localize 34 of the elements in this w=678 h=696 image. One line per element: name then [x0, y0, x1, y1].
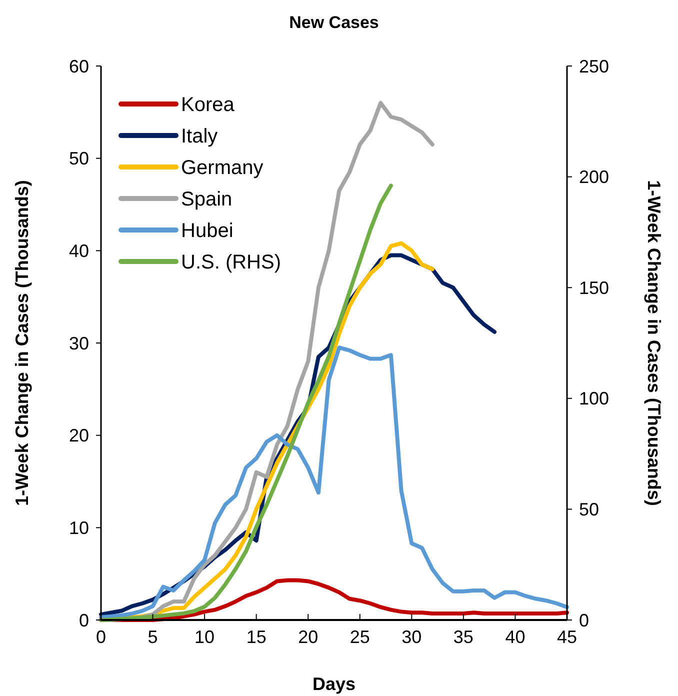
legend-label: Germany: [181, 157, 264, 179]
y-tick-label: 40: [68, 240, 89, 261]
y-tick-label: 30: [68, 333, 89, 354]
x-tick-label: 20: [298, 627, 318, 647]
x-tick-label: 45: [556, 627, 578, 647]
y2-tick-label: 100: [579, 388, 610, 409]
legend-label: Italy: [181, 126, 218, 148]
line-series: [99, 184, 393, 622]
legend-label: U.S. (RHS): [181, 252, 281, 274]
x-tick-label: 15: [246, 627, 266, 647]
x-tick-label: 10: [194, 627, 215, 647]
y-tick-label: 10: [68, 518, 89, 538]
y-tick-label: 0: [78, 610, 89, 630]
y-axis-title: 1-Week Change in Cases (Thousands): [12, 180, 32, 506]
x-tick-label: 30: [402, 627, 422, 647]
y2-axis-title: 1-Week Change in Cases (Thousands): [644, 180, 664, 506]
y-tick-label: 60: [68, 56, 89, 76]
x-tick-label: 0: [96, 627, 106, 647]
y-tick-label: 50: [68, 148, 89, 169]
x-tick-label: 35: [453, 627, 474, 647]
y2-tick-label: 0: [579, 610, 590, 630]
x-tick-label: 40: [505, 627, 526, 647]
legend-label: Hubei: [181, 220, 234, 242]
y2-tick-label: 250: [579, 56, 610, 76]
legend-label: Spain: [181, 188, 232, 210]
y2-tick-label: 50: [579, 500, 600, 520]
y-tick-label: 20: [68, 426, 89, 446]
x-axis-title: Days: [312, 674, 356, 694]
x-tick-label: 5: [148, 627, 158, 647]
y2-tick-label: 150: [579, 278, 610, 298]
y2-tick-label: 200: [579, 167, 610, 188]
x-tick-label: 25: [350, 627, 370, 647]
chart-title: New Cases: [289, 13, 379, 32]
legend-label: Korea: [181, 94, 236, 116]
